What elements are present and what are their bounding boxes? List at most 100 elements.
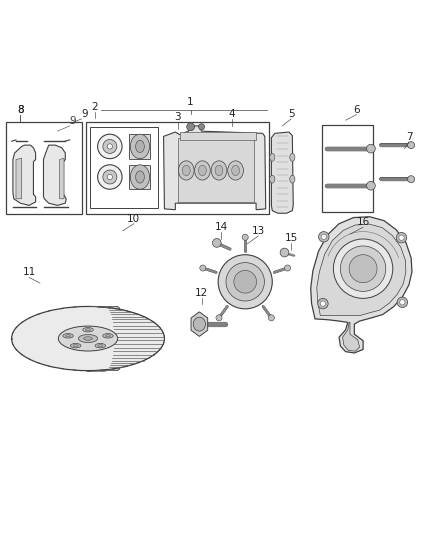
Ellipse shape: [408, 142, 415, 149]
Bar: [130, 134, 150, 159]
Ellipse shape: [83, 328, 93, 332]
Ellipse shape: [400, 300, 405, 305]
Ellipse shape: [321, 234, 326, 239]
Ellipse shape: [232, 165, 240, 176]
Polygon shape: [13, 145, 35, 205]
Ellipse shape: [367, 181, 375, 190]
Ellipse shape: [270, 175, 275, 183]
Ellipse shape: [234, 270, 257, 293]
Ellipse shape: [408, 176, 415, 183]
Polygon shape: [191, 312, 208, 336]
Ellipse shape: [107, 306, 126, 370]
Ellipse shape: [268, 315, 275, 321]
Text: 2: 2: [91, 101, 98, 111]
Ellipse shape: [198, 165, 206, 176]
Polygon shape: [272, 132, 293, 213]
Bar: [90, 127, 158, 207]
Ellipse shape: [107, 144, 113, 149]
Text: 1: 1: [187, 97, 194, 107]
Ellipse shape: [367, 144, 375, 153]
Ellipse shape: [178, 161, 194, 180]
Ellipse shape: [290, 175, 295, 183]
Ellipse shape: [194, 161, 210, 180]
Ellipse shape: [290, 154, 295, 161]
Ellipse shape: [95, 343, 106, 348]
Ellipse shape: [107, 174, 113, 180]
Text: 7: 7: [406, 132, 412, 142]
Ellipse shape: [399, 235, 404, 240]
Ellipse shape: [131, 134, 150, 159]
Ellipse shape: [349, 255, 377, 282]
Ellipse shape: [280, 248, 289, 257]
Text: 5: 5: [288, 109, 294, 119]
Text: 12: 12: [195, 288, 208, 298]
Ellipse shape: [218, 255, 272, 309]
Ellipse shape: [136, 171, 145, 183]
Ellipse shape: [65, 335, 71, 337]
Polygon shape: [60, 158, 64, 199]
Text: 6: 6: [353, 104, 360, 115]
Bar: [6, 123, 82, 214]
Ellipse shape: [285, 265, 290, 271]
Ellipse shape: [71, 343, 81, 348]
Polygon shape: [88, 306, 164, 370]
Ellipse shape: [105, 335, 110, 337]
Polygon shape: [317, 224, 406, 316]
Ellipse shape: [182, 165, 190, 176]
Polygon shape: [177, 138, 254, 202]
Ellipse shape: [320, 301, 325, 306]
Ellipse shape: [215, 165, 223, 176]
Ellipse shape: [73, 344, 78, 347]
Text: 16: 16: [357, 217, 370, 227]
Text: 14: 14: [215, 222, 228, 232]
Bar: [130, 165, 150, 189]
Ellipse shape: [78, 335, 98, 343]
Ellipse shape: [136, 140, 145, 152]
Text: 13: 13: [252, 226, 265, 236]
Ellipse shape: [396, 232, 407, 243]
Text: 4: 4: [229, 109, 235, 119]
Ellipse shape: [193, 317, 205, 331]
Ellipse shape: [103, 140, 117, 154]
Ellipse shape: [85, 329, 91, 331]
Bar: [321, 125, 373, 212]
Ellipse shape: [12, 306, 164, 370]
Polygon shape: [16, 158, 21, 199]
Text: 11: 11: [22, 268, 36, 277]
Text: 10: 10: [127, 214, 141, 224]
Ellipse shape: [98, 165, 122, 189]
Ellipse shape: [98, 344, 103, 347]
Ellipse shape: [333, 239, 393, 298]
Ellipse shape: [211, 161, 227, 180]
Ellipse shape: [187, 123, 194, 131]
Ellipse shape: [63, 334, 73, 338]
Text: 8: 8: [17, 104, 24, 115]
Ellipse shape: [397, 297, 408, 308]
Ellipse shape: [212, 239, 221, 247]
Bar: [180, 132, 256, 140]
Ellipse shape: [103, 170, 117, 184]
Text: 8: 8: [17, 104, 24, 115]
Text: 3: 3: [174, 112, 181, 123]
Ellipse shape: [98, 134, 122, 159]
Ellipse shape: [228, 161, 244, 180]
Text: 15: 15: [284, 233, 298, 244]
Ellipse shape: [270, 154, 275, 161]
Ellipse shape: [84, 337, 92, 341]
Ellipse shape: [102, 334, 113, 338]
Ellipse shape: [200, 265, 206, 271]
Polygon shape: [311, 217, 412, 353]
Polygon shape: [163, 126, 266, 210]
Ellipse shape: [198, 124, 205, 130]
Text: 9: 9: [81, 109, 88, 119]
Ellipse shape: [340, 246, 386, 292]
Ellipse shape: [242, 234, 248, 240]
Polygon shape: [343, 322, 360, 351]
Ellipse shape: [318, 231, 329, 242]
Ellipse shape: [131, 165, 150, 189]
Text: 9: 9: [70, 116, 76, 126]
Bar: [86, 123, 269, 214]
Ellipse shape: [226, 263, 265, 301]
Ellipse shape: [318, 298, 328, 309]
Ellipse shape: [216, 315, 222, 321]
